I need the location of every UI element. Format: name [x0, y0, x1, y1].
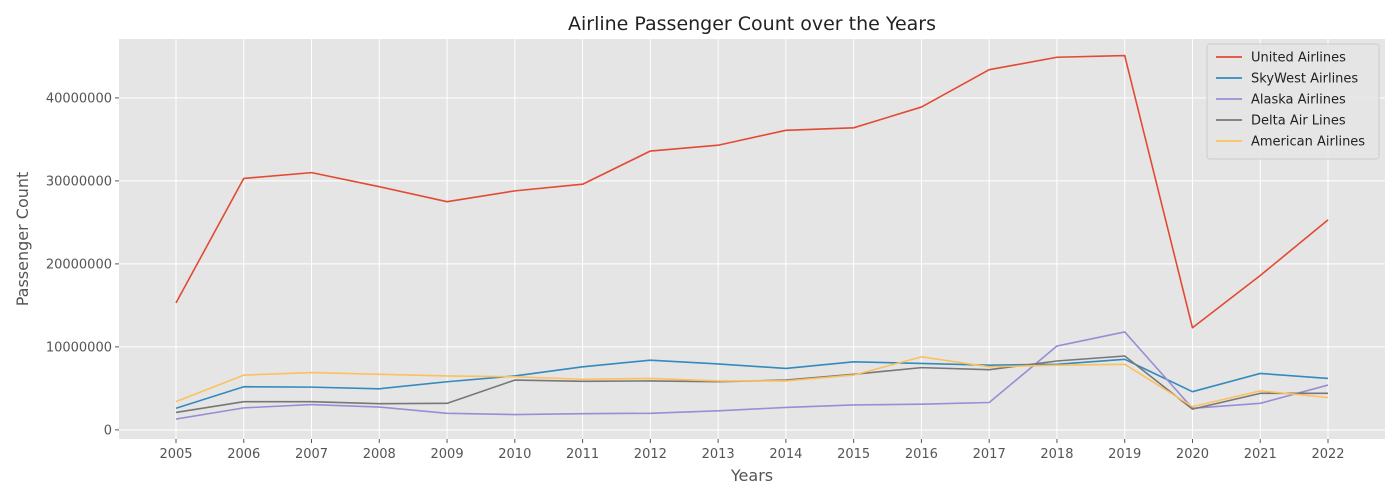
x-tick-label: 2014 [769, 447, 802, 462]
x-tick-label: 2019 [1108, 447, 1141, 462]
y-tick-label: 40000000 [46, 91, 112, 106]
y-axis-ticks: 0 10000000 20000000 30000000 40000000 [46, 91, 119, 438]
series-line-american-airlines [175, 356, 1329, 408]
x-tick-label: 2011 [566, 447, 599, 462]
x-tick-label: 2005 [159, 447, 192, 462]
grid [119, 39, 1385, 439]
chart-title: Airline Passenger Count over the Years [568, 13, 936, 35]
legend-entry: Alaska Airlines [1251, 93, 1346, 108]
x-tick-label: 2009 [431, 447, 464, 462]
x-tick-label: 2015 [837, 447, 870, 462]
series-line-alaska-airlines [175, 331, 1329, 420]
x-axis-ticks: 2005 2006 2007 2008 2009 2010 2011 2012 2013 2014… [159, 439, 1345, 462]
series-line-united-airlines [175, 54, 1329, 329]
legend-entry: SkyWest Airlines [1251, 72, 1358, 87]
x-tick-label: 2012 [634, 447, 667, 462]
legend-entry: United Airlines [1251, 51, 1346, 66]
x-tick-label: 2021 [1244, 447, 1277, 462]
x-tick-label: 2007 [295, 447, 328, 462]
plot-background [119, 39, 1385, 439]
x-tick-label: 2013 [702, 447, 735, 462]
legend-entry: Delta Air Lines [1251, 114, 1346, 129]
y-tick-label: 10000000 [46, 340, 112, 355]
x-tick-label: 2017 [973, 447, 1006, 462]
legend-box [1206, 43, 1380, 160]
y-axis-label: Passenger Count [13, 172, 32, 307]
x-tick-label: 2008 [363, 447, 396, 462]
x-tick-label: 2020 [1176, 447, 1209, 462]
x-tick-label: 2018 [1040, 447, 1073, 462]
y-tick-label: 20000000 [46, 257, 112, 272]
x-tick-label: 2016 [905, 447, 938, 462]
y-tick-label: 30000000 [46, 174, 112, 189]
series-lines [175, 54, 1329, 420]
x-axis-label: Years [730, 466, 773, 485]
x-tick-label: 2006 [227, 447, 260, 462]
legend-entry: American Airlines [1251, 135, 1365, 150]
y-tick-label: 0 [104, 423, 112, 438]
x-tick-label: 2022 [1311, 447, 1344, 462]
legend: United Airlines SkyWest Airlines Alaska Ai… [1206, 43, 1380, 160]
x-tick-label: 2010 [498, 447, 531, 462]
